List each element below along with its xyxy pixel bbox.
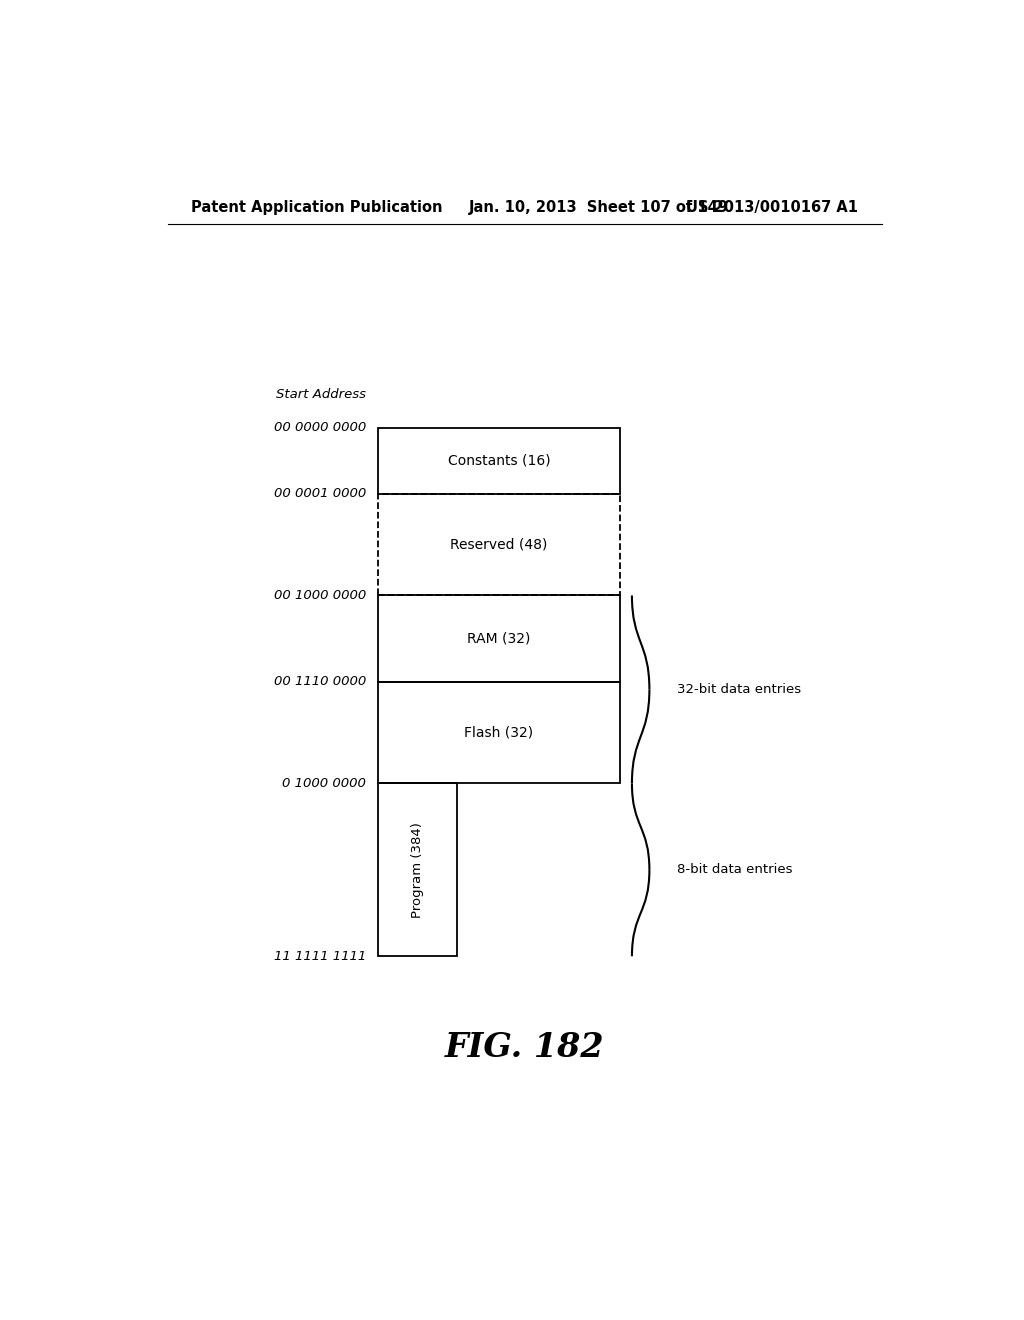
Text: Jan. 10, 2013  Sheet 107 of 149: Jan. 10, 2013 Sheet 107 of 149: [469, 199, 729, 215]
Text: Constants (16): Constants (16): [447, 454, 550, 467]
Text: 00 1110 0000: 00 1110 0000: [273, 676, 367, 688]
Text: 00 1000 0000: 00 1000 0000: [273, 589, 367, 602]
Text: 00 0001 0000: 00 0001 0000: [273, 487, 367, 500]
Text: Reserved (48): Reserved (48): [451, 537, 548, 552]
Text: FIG. 182: FIG. 182: [445, 1031, 604, 1064]
Text: 0 1000 0000: 0 1000 0000: [283, 777, 367, 789]
Text: RAM (32): RAM (32): [467, 632, 530, 645]
Text: Start Address: Start Address: [276, 388, 367, 401]
Text: 8-bit data entries: 8-bit data entries: [677, 863, 793, 876]
Text: 32-bit data entries: 32-bit data entries: [677, 682, 802, 696]
Text: 00 0000 0000: 00 0000 0000: [273, 421, 367, 434]
Text: US 2013/0010167 A1: US 2013/0010167 A1: [686, 199, 858, 215]
Text: Flash (32): Flash (32): [465, 726, 534, 739]
Text: 11 1111 1111: 11 1111 1111: [273, 950, 367, 962]
Text: Program (384): Program (384): [412, 822, 424, 917]
Text: Patent Application Publication: Patent Application Publication: [191, 199, 443, 215]
